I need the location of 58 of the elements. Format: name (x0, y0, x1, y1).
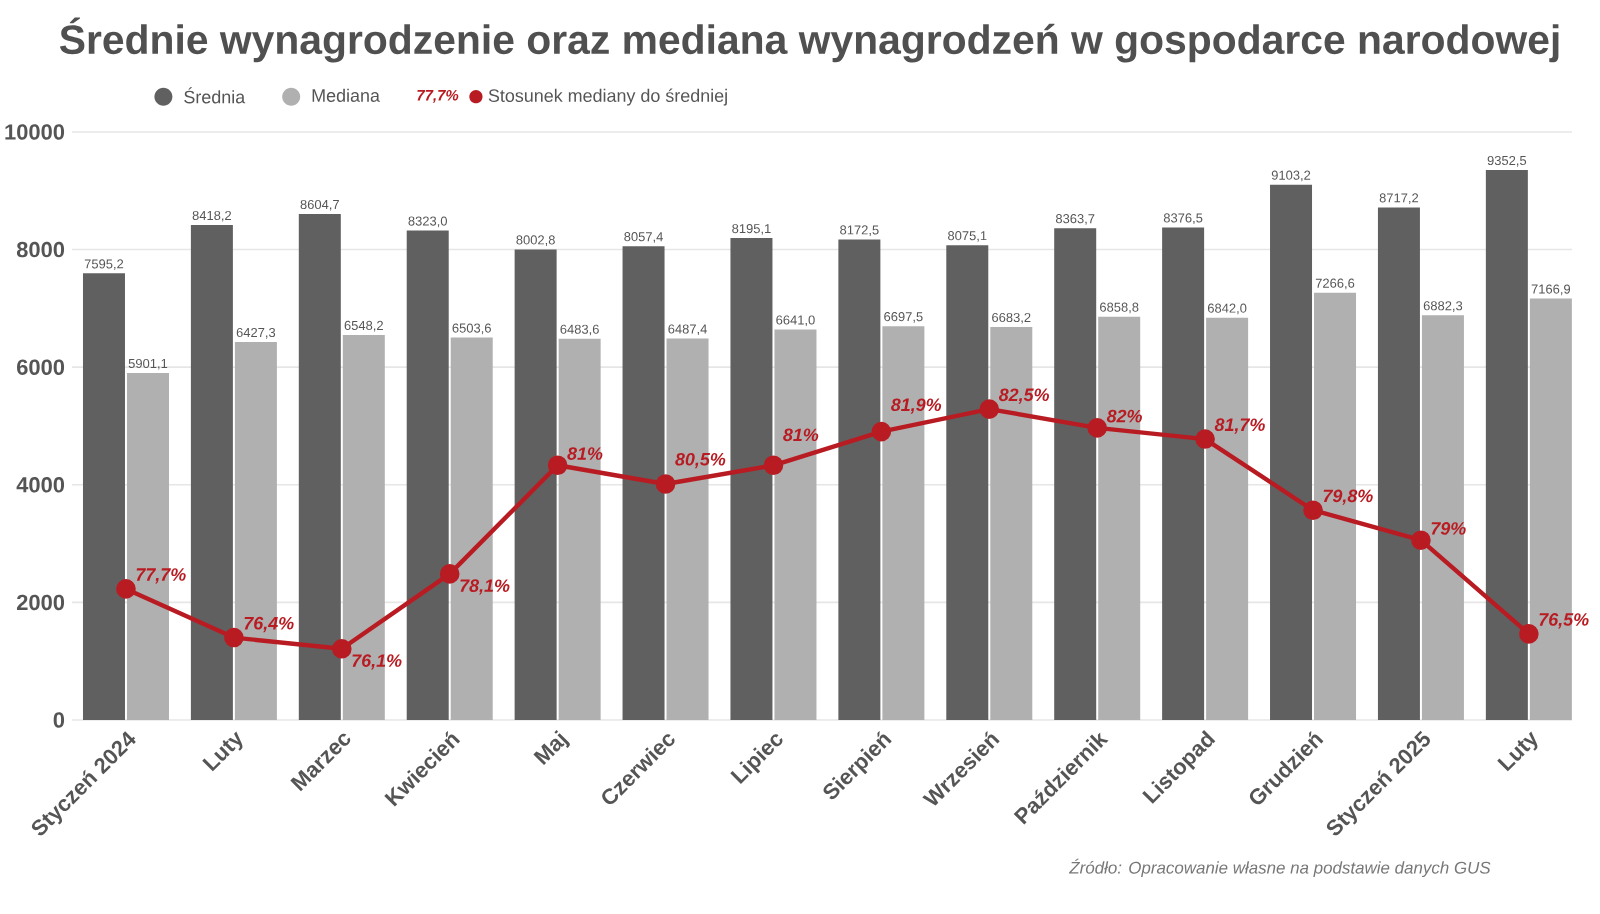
bar (1162, 227, 1205, 720)
y-tick-label: 0 (53, 712, 65, 728)
bar (946, 245, 989, 720)
point (979, 399, 1000, 419)
data-label: 78,1% (460, 579, 510, 595)
bar (82, 273, 125, 720)
bar (558, 338, 601, 720)
point (1195, 429, 1215, 449)
data-label: 81,9% (891, 398, 942, 414)
legend-label: Średnia (184, 87, 246, 104)
bar (1421, 315, 1464, 720)
x-tick-label: Maj (533, 730, 570, 766)
y-tick-label: 8000 (16, 241, 65, 258)
data-label: 82,5% (998, 388, 1050, 404)
bar (1054, 228, 1097, 720)
data-label: 82% (1106, 409, 1142, 423)
y-tick-label: 2000 (16, 594, 65, 611)
text: Źródło: Opracowanie własne na podstawie danych GUS (1068, 858, 1491, 878)
bar (406, 230, 449, 720)
data-label: 76,1% (352, 654, 402, 670)
point (655, 474, 676, 494)
bar (190, 224, 233, 720)
bar (514, 249, 557, 720)
point (1303, 500, 1323, 521)
bar (1485, 170, 1528, 720)
y-tick-label: 4000 (16, 477, 65, 493)
bar (838, 239, 881, 720)
data-label: 81,7% (1214, 418, 1265, 434)
point (1519, 624, 1539, 644)
bar (774, 329, 817, 720)
data-label: 81% (567, 447, 603, 460)
chart-title: Średnie wynagrodzenie oraz mediana wynagrodzeń w gospodarce narodowej (59, 17, 1559, 63)
point (224, 627, 244, 648)
bar (1377, 207, 1420, 720)
data-label: 77,7% (136, 568, 186, 584)
bar (622, 246, 665, 720)
data-label: 80,5% (675, 452, 726, 469)
point (871, 421, 892, 442)
data-label: 81% (783, 428, 819, 442)
point (763, 455, 784, 476)
point (439, 564, 460, 584)
point (1087, 418, 1107, 438)
bar (1270, 184, 1313, 720)
data-label: 76,5% (1539, 613, 1589, 629)
bar (1098, 316, 1141, 720)
data-label: 76,4% (244, 616, 294, 633)
bar (730, 238, 773, 720)
point (1411, 530, 1431, 550)
data-label: 79% (1431, 522, 1466, 535)
data-label: 79,8% (1323, 489, 1373, 505)
legend-label: Mediana (312, 88, 380, 102)
y-tick-label: 10000 (5, 124, 65, 140)
point (547, 455, 568, 476)
bar (298, 214, 341, 720)
y-tick-label: 6000 (17, 359, 65, 375)
legend-label: Stosunek mediany do średniej (488, 88, 727, 106)
point (116, 579, 136, 599)
point (332, 639, 352, 659)
